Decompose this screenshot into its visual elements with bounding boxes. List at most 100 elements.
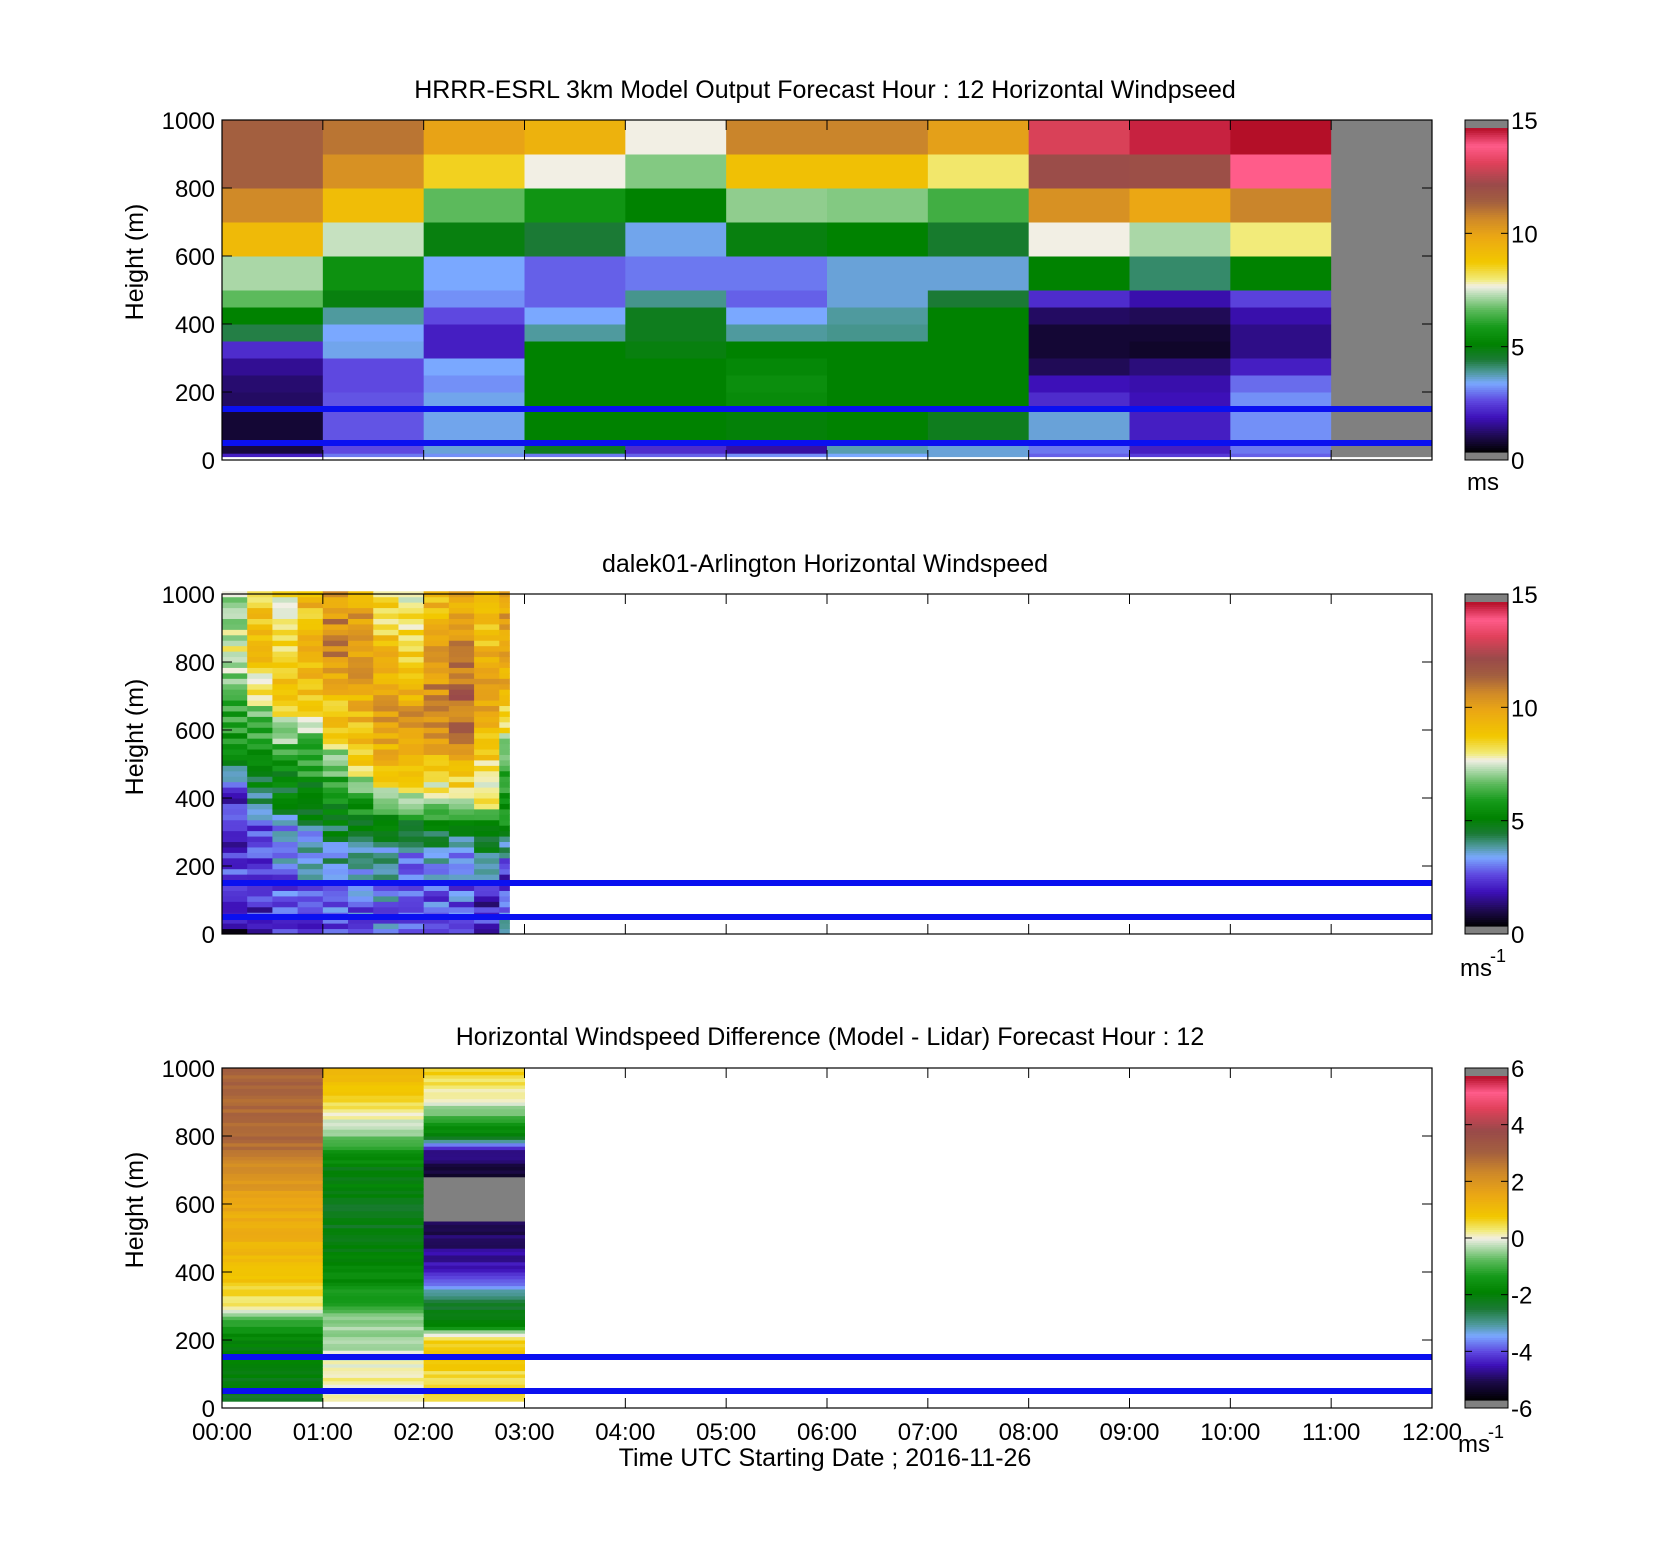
panel-lidar-colorbar-segment bbox=[1465, 893, 1508, 897]
panel-difference-colorbar-segment bbox=[1465, 1078, 1508, 1081]
panel-lidar-colorbar-segment bbox=[1465, 917, 1508, 921]
panel-model-colorbar-segment bbox=[1465, 268, 1508, 272]
panel-lidar-cell bbox=[247, 825, 273, 832]
panel-difference-cell bbox=[423, 1231, 525, 1236]
panel-lidar-cell bbox=[247, 743, 273, 750]
panel-lidar-cell bbox=[222, 825, 248, 832]
panel-model-colorbar-cap bbox=[1465, 452, 1508, 460]
panel-difference-cell bbox=[222, 1367, 324, 1372]
panel-difference-cell bbox=[423, 1278, 525, 1283]
panel-model-cell bbox=[726, 375, 828, 393]
panel-difference-cell bbox=[423, 1068, 525, 1072]
panel-lidar-cell bbox=[297, 874, 324, 881]
panel-difference-cell bbox=[322, 1098, 425, 1103]
panel-difference-cell bbox=[222, 1326, 324, 1331]
panel-lidar-cell bbox=[222, 700, 248, 707]
panel-model-cell bbox=[322, 358, 425, 376]
panel-difference-cell bbox=[322, 1187, 425, 1191]
panel-lidar-colorbar-segment bbox=[1465, 802, 1508, 806]
panel-lidar-colorbar-segment bbox=[1465, 772, 1508, 776]
panel-model-cell bbox=[222, 341, 324, 359]
panel-lidar-cell bbox=[247, 901, 273, 908]
panel-model-colorbar-segment bbox=[1465, 298, 1508, 302]
panel-model-cell bbox=[726, 324, 828, 342]
panel-lidar-cell bbox=[474, 846, 500, 853]
panel-lidar-cell bbox=[499, 721, 510, 728]
panel-lidar-cell bbox=[348, 694, 374, 701]
panel-model-colorbar-segment bbox=[1465, 231, 1508, 235]
panel-model-cell bbox=[1028, 222, 1130, 257]
panel-difference-colorbar-segment bbox=[1465, 1369, 1508, 1373]
panel-lidar-cell bbox=[222, 607, 248, 614]
panel-lidar-cell bbox=[423, 798, 450, 804]
panel-model-cell bbox=[524, 256, 626, 291]
panel-model-cell bbox=[222, 409, 324, 444]
panel-lidar-cell bbox=[348, 689, 374, 696]
panel-lidar-colorbar-segment bbox=[1465, 604, 1508, 607]
panel-difference-colorbar-segment bbox=[1465, 1138, 1508, 1142]
panel-lidar-cell bbox=[348, 841, 374, 848]
panel-lidar-cell bbox=[499, 770, 510, 777]
panel-lidar-cell bbox=[222, 798, 248, 804]
panel-lidar-cell bbox=[322, 700, 349, 707]
panel-model-cell bbox=[625, 256, 727, 291]
panel-lidar-cell bbox=[448, 716, 475, 723]
panel-model-cell bbox=[423, 453, 525, 458]
panel-model-cell bbox=[222, 307, 324, 325]
panel-lidar-cell bbox=[448, 863, 475, 870]
panel-lidar-cell bbox=[423, 700, 450, 707]
panel-lidar-cell bbox=[474, 868, 500, 875]
panel-lidar-cell bbox=[423, 868, 450, 875]
panel-lidar-cell bbox=[322, 928, 349, 935]
panel-lidar-colorbar-segment bbox=[1465, 828, 1508, 832]
panel-lidar-colorbar-segment bbox=[1465, 837, 1508, 841]
panel-difference-cell bbox=[222, 1272, 324, 1276]
panel-lidar-cell bbox=[373, 759, 399, 766]
panel-lidar-cell bbox=[222, 613, 248, 619]
panel-lidar-cell bbox=[423, 705, 450, 712]
panel-lidar-cell bbox=[297, 613, 324, 619]
panel-difference-cell bbox=[222, 1295, 324, 1300]
panel-difference-cell bbox=[423, 1244, 525, 1249]
panel-lidar-cell bbox=[297, 852, 324, 859]
panel-difference-cell bbox=[423, 1102, 525, 1106]
panel-difference-cell bbox=[322, 1214, 425, 1219]
panel-model-colorbar-segment bbox=[1465, 402, 1508, 406]
panel-lidar-cell bbox=[474, 885, 500, 891]
panel-lidar-cell bbox=[373, 846, 399, 853]
panel-lidar-cell bbox=[348, 710, 374, 717]
panel-difference-cell bbox=[222, 1312, 324, 1317]
panel-lidar-colorbar-segment bbox=[1465, 636, 1508, 640]
panel-difference-colorbar-unit-exponent: -1 bbox=[1488, 1422, 1504, 1442]
panel-difference-colorbar-segment bbox=[1465, 1382, 1508, 1386]
panel-difference-cell bbox=[222, 1238, 324, 1242]
panel-lidar-cell bbox=[499, 868, 510, 875]
panel-lidar-cell bbox=[499, 874, 510, 881]
panel-model-colorbar-segment bbox=[1465, 305, 1508, 308]
panel-lidar-cell bbox=[474, 645, 500, 652]
panel-difference-colorbar-segment bbox=[1465, 1309, 1508, 1313]
panel-difference-cell bbox=[322, 1343, 425, 1348]
panel-lidar-colorbar-segment bbox=[1465, 841, 1508, 845]
panel-lidar-cell bbox=[348, 602, 374, 609]
panel-lidar-cell bbox=[474, 857, 500, 864]
panel-lidar-cell bbox=[474, 890, 500, 897]
panel-lidar-colorbar-segment bbox=[1465, 602, 1508, 605]
panel-model-colorbar-segment bbox=[1465, 203, 1508, 207]
panel-lidar-cell bbox=[448, 852, 475, 859]
panel-model-cell bbox=[927, 290, 1030, 308]
panel-difference-cell bbox=[322, 1363, 425, 1368]
panel-difference-colorbar-segment bbox=[1465, 1384, 1508, 1388]
panel-lidar-cell bbox=[348, 749, 374, 755]
panel-difference-cell bbox=[322, 1377, 425, 1382]
panel-difference-colorbar-segment bbox=[1465, 1106, 1508, 1109]
panel-difference-cell bbox=[423, 1156, 525, 1161]
panel-difference-colorbar-segment bbox=[1465, 1348, 1508, 1351]
panel-difference-colorbar-segment bbox=[1465, 1203, 1508, 1207]
panel-lidar-cell bbox=[297, 656, 324, 663]
panel-model-cell bbox=[1331, 409, 1433, 444]
panel-model-colorbar-segment bbox=[1465, 130, 1508, 133]
panel-model-cell bbox=[222, 290, 324, 308]
panel-lidar-cell bbox=[247, 683, 273, 690]
panel-lidar-cell bbox=[423, 678, 450, 685]
